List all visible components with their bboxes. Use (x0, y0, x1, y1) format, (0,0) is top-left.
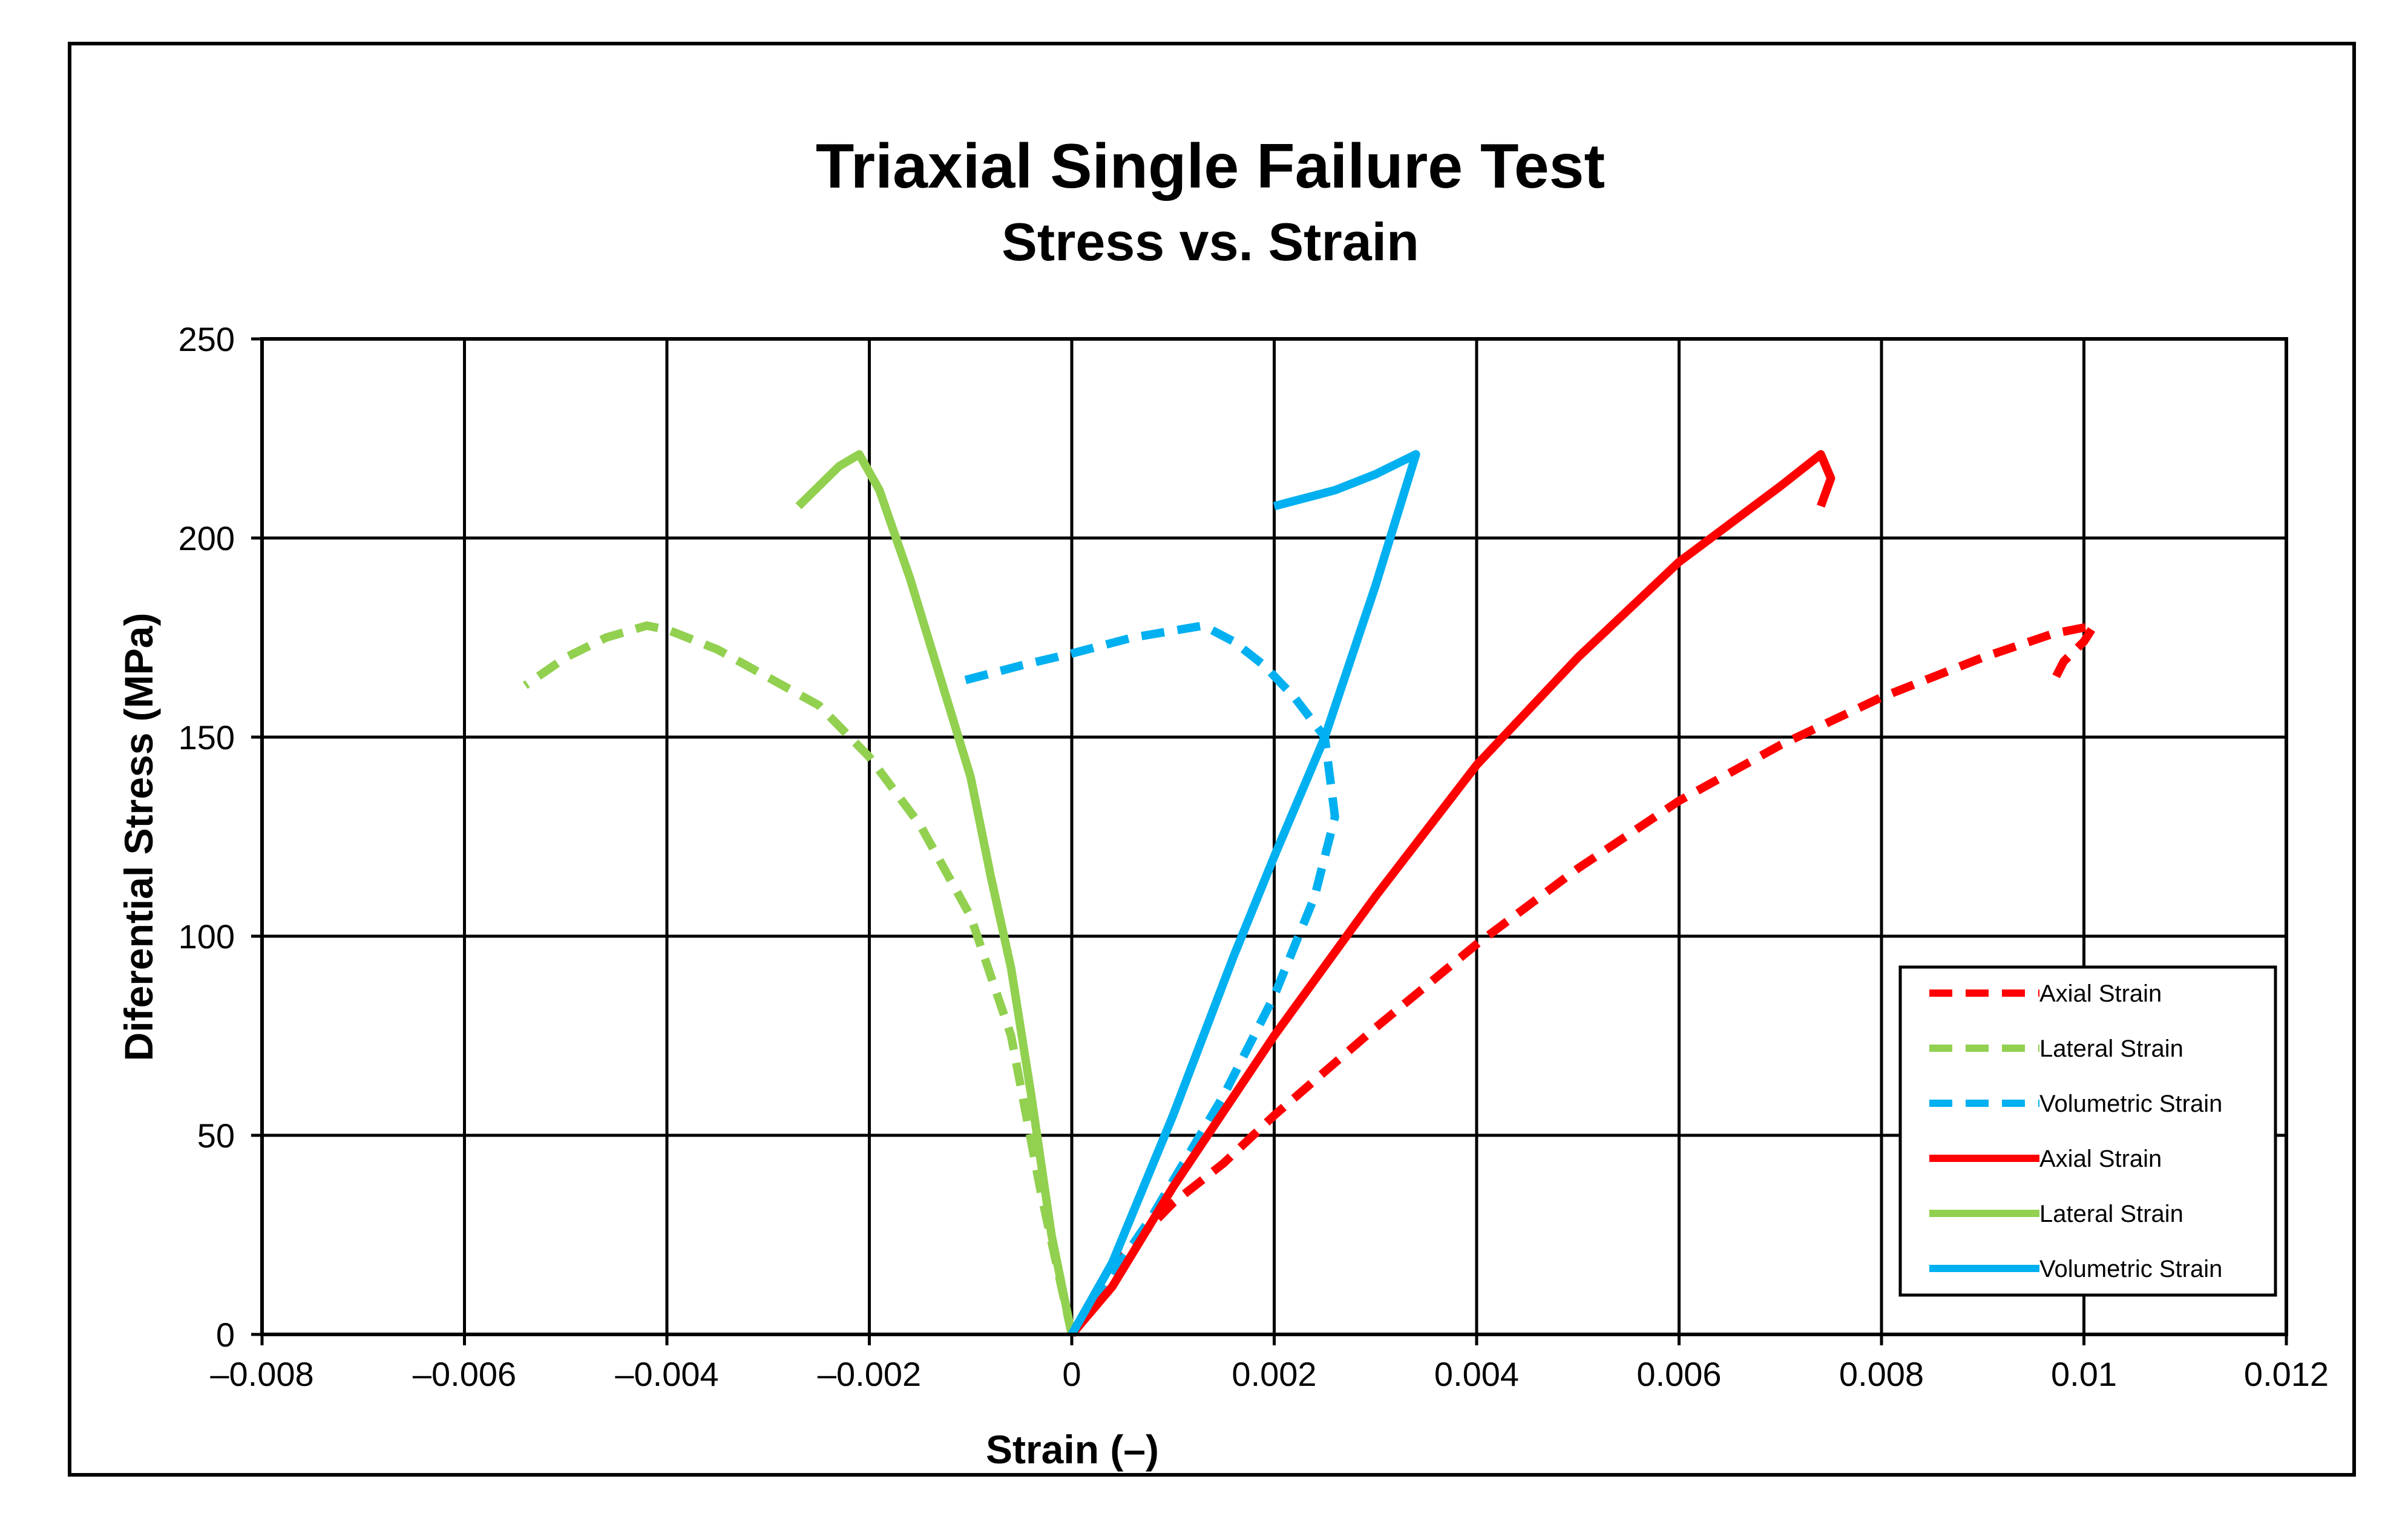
y-tick-label: 150 (179, 718, 235, 756)
series-line-6 (1068, 450, 1420, 1337)
legend-label-2: Lateral Strain (2039, 1035, 2183, 1062)
legend-box (1898, 965, 2277, 1297)
x-tick-label: –0.006 (413, 1355, 516, 1393)
y-axis-label: Diferential Stress (MPa) (116, 613, 161, 1061)
tick-labels: –0.008 –0.006 –0.004 –0.002 0 0.002 0.004 0.006… (179, 320, 2329, 1393)
x-tick-label: 0.008 (1839, 1355, 1924, 1393)
legend-label-6: Volumetric Strain (2039, 1256, 2222, 1282)
chart-title: Triaxial Single Failure Test (816, 131, 1605, 202)
legend-label-5: Lateral Strain (2039, 1201, 2183, 1227)
x-tick-label: 0.01 (2051, 1355, 2117, 1393)
x-tick-label: –0.008 (210, 1355, 313, 1393)
legend: Axial Strain Lateral Strain Volumetric Str… (1898, 965, 2277, 1297)
y-tick-label: 250 (179, 320, 235, 358)
series-line-1 (1068, 621, 2099, 1337)
legend-label-1: Axial Strain (2039, 980, 2162, 1007)
x-tick-label: 0.006 (1636, 1355, 1721, 1393)
x-tick-label: 0 (1062, 1355, 1081, 1393)
series-line-4 (1068, 450, 1836, 1337)
series-line-5 (795, 450, 1076, 1336)
x-tick-label: 0.004 (1434, 1355, 1519, 1393)
chart-subtitle: Stress vs. Strain (1002, 212, 1419, 272)
legend-label-4: Axial Strain (2039, 1146, 2162, 1172)
y-tick-label: 50 (197, 1117, 235, 1155)
series-line-2 (522, 621, 1076, 1336)
series-lines (522, 450, 2099, 1337)
y-tick-label: 0 (216, 1316, 235, 1354)
x-tick-label: 0.012 (2244, 1355, 2329, 1393)
x-axis-label: Strain (–) (986, 1427, 1159, 1472)
plot-area (260, 337, 2288, 1336)
x-tick-label: –0.004 (615, 1355, 718, 1393)
x-tick-label: 0.002 (1232, 1355, 1316, 1393)
series-line-3 (959, 621, 1339, 1337)
y-tick-label: 100 (179, 917, 235, 956)
y-tick-label: 200 (179, 519, 235, 557)
legend-label-3: Volumetric Strain (2039, 1091, 2222, 1117)
x-tick-label: –0.002 (818, 1355, 921, 1393)
